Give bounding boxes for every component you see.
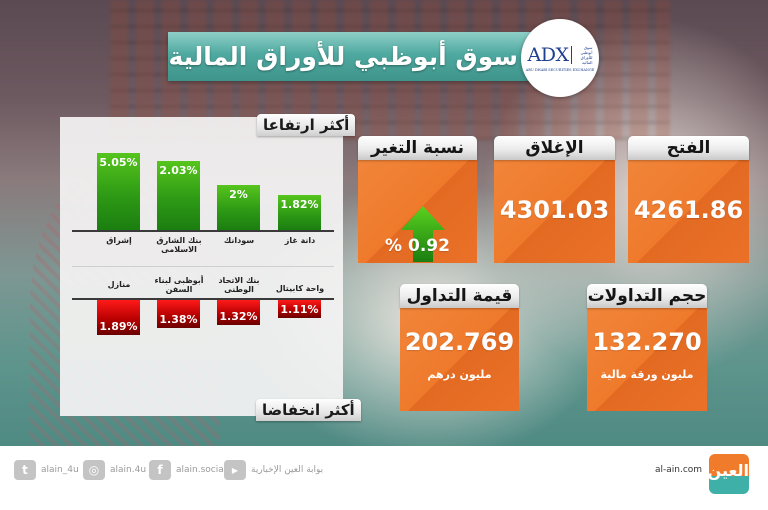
loser-bar-2: 1.38% [157, 300, 200, 328]
site-url[interactable]: al-ain.com [655, 465, 703, 475]
loser-label-1: منازل [107, 280, 131, 289]
gainer-label-3: سودانك [223, 236, 255, 245]
close-label: الإغلاق [494, 136, 615, 160]
gainer-bar-4: 1.82% [278, 195, 321, 230]
social-instagram[interactable]: ◎ alain.4u [83, 460, 146, 480]
change-label: نسبة التغير [358, 136, 477, 160]
instagram-handle: alain.4u [110, 465, 147, 475]
loser-label-3: بنك الاتحاد الوطنى [218, 276, 260, 294]
open-value: 4261.86 [633, 196, 744, 224]
twitter-icon: t [14, 460, 36, 480]
facebook-handle: alain.social [176, 465, 227, 475]
social-youtube[interactable]: ▶ بوابة العين الإخبارية [224, 460, 323, 480]
volume-value: 132.270 [592, 328, 702, 356]
close-card: 4301.03 [494, 158, 615, 263]
al-ain-logo: العين [709, 454, 749, 494]
instagram-icon: ◎ [83, 460, 105, 480]
turnover-label: قيمة التداول [400, 284, 519, 308]
volume-label: حجم التداولات [587, 284, 707, 308]
gainers-title: أكثر ارتفاعا [257, 114, 356, 136]
volume-card: 132.270 مليون ورقة مالية [587, 306, 707, 411]
gainer-label-1: إشراق [106, 236, 132, 245]
title-banner: سوق أبوظبي للأوراق المالية [168, 32, 540, 81]
close-value: 4301.03 [499, 196, 610, 224]
open-label: الفتح [628, 136, 749, 160]
gainer-bar-3: 2% [217, 185, 260, 230]
gainers-axis [72, 230, 334, 232]
change-value: % 0.92 [385, 236, 450, 256]
loser-bar-1: 1.89% [97, 300, 140, 335]
al-ain-logo-text: العين [709, 461, 749, 480]
panel-separator [72, 266, 334, 267]
adx-logo-subtitle: ABU DHABI SECURITIES EXCHANGE [525, 68, 595, 72]
loser-bar-4: 1.11% [278, 300, 321, 318]
gainer-bar-2: 2.03% [157, 161, 200, 230]
turnover-value: 202.769 [404, 328, 515, 356]
youtube-icon: ▶ [224, 460, 246, 480]
adx-logo: ADX سوق أبوظبي للأوراق المالية ABU DHABI… [521, 19, 599, 97]
loser-label-4: واحة كابيتال [275, 284, 325, 293]
youtube-handle: بوابة العين الإخبارية [251, 465, 324, 475]
losers-axis [72, 298, 334, 300]
footer: t alain_4u ◎ alain.4u f alain.social ▶ ب… [0, 446, 768, 510]
loser-label-2: أبوظبى لبناء السفن [154, 276, 204, 294]
loser-bar-3: 1.32% [217, 300, 260, 325]
adx-logo-arabic: سوق أبوظبي للأوراق المالية [580, 45, 593, 65]
turnover-card: 202.769 مليون درهم [400, 306, 519, 411]
gainer-label-4: دانة غاز [284, 236, 316, 245]
change-card: % 0.92 [358, 158, 477, 263]
background-photo: سوق أبوظبي للأوراق المالية ADX سوق أبوظب… [0, 0, 768, 446]
page-title: سوق أبوظبي للأوراق المالية [168, 42, 518, 71]
open-card: 4261.86 [628, 158, 749, 263]
volume-unit: مليون ورقة مالية [600, 368, 694, 381]
social-twitter[interactable]: t alain_4u [14, 460, 79, 480]
social-facebook[interactable]: f alain.social [149, 460, 226, 480]
losers-title: أكثر انخفاضا [256, 399, 361, 421]
turnover-unit: مليون درهم [427, 368, 492, 381]
gainer-bar-1: 5.05% [97, 153, 140, 230]
adx-logo-text: ADX [527, 44, 569, 66]
gainer-label-2: بنك الشارق الاسلامى [156, 236, 202, 254]
facebook-icon: f [149, 460, 171, 480]
arrow-up-icon [401, 206, 445, 262]
twitter-handle: alain_4u [41, 465, 79, 475]
